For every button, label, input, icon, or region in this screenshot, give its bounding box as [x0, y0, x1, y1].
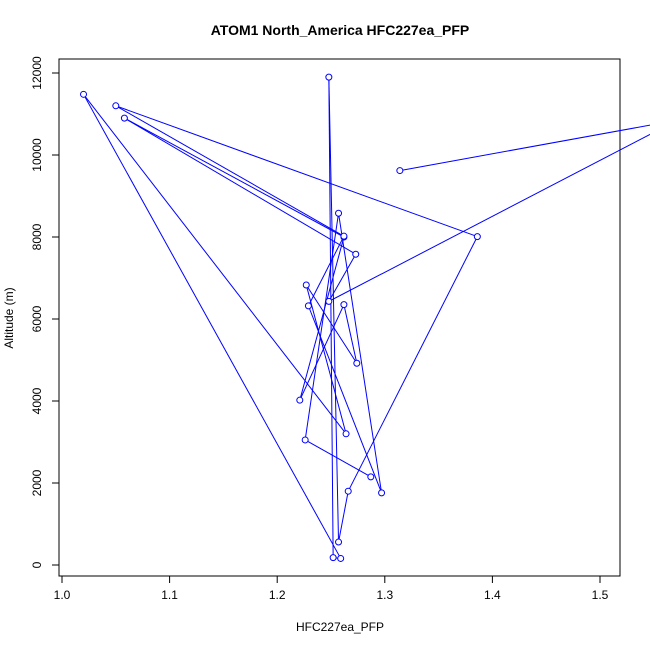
series-points: [80, 73, 481, 562]
series-segment: [115, 105, 478, 238]
y-tick-label: 0: [30, 561, 44, 568]
data-point: [120, 114, 128, 122]
data-point: [367, 473, 375, 481]
series-segment: [304, 213, 340, 441]
series-segment: [83, 94, 342, 559]
data-point: [296, 396, 304, 404]
data-point: [325, 73, 333, 81]
series-segment: [338, 491, 349, 543]
y-axis: 0 2000 4000 6000 8000 10000 12000: [30, 56, 60, 568]
x-tick-label: 1.4: [484, 588, 501, 602]
series-segment: [328, 77, 340, 543]
x-axis-label: HFC227ea_PFP: [296, 620, 384, 634]
data-point: [335, 209, 343, 217]
series-segment: [343, 304, 358, 364]
x-tick-label: 1.0: [54, 588, 71, 602]
data-point: [302, 281, 310, 289]
y-tick-label: 12000: [30, 56, 44, 90]
x-axis: 1.0 1.1 1.2 1.3 1.4 1.5: [54, 575, 609, 602]
data-point: [304, 302, 312, 310]
y-tick-label: 8000: [30, 223, 44, 250]
y-tick-label: 2000: [30, 469, 44, 496]
x-tick-label: 1.1: [161, 588, 178, 602]
data-point: [344, 487, 352, 495]
series-segment: [338, 213, 383, 493]
data-point: [325, 297, 333, 305]
series-segment: [83, 94, 347, 435]
data-point: [112, 102, 120, 110]
series-segment: [305, 284, 347, 434]
series-segment: [399, 124, 650, 172]
data-point: [80, 90, 88, 98]
data-point: [473, 233, 481, 241]
x-tick-label: 1.2: [269, 588, 286, 602]
series-segment: [124, 117, 357, 255]
data-point: [352, 250, 360, 258]
series-segment: [328, 77, 334, 558]
series-segment: [304, 439, 372, 478]
data-point: [337, 554, 345, 562]
series-segment: [347, 236, 478, 492]
y-axis-label: Altitude (m): [2, 287, 16, 348]
y-tick-label: 10000: [30, 138, 44, 172]
data-point: [396, 167, 404, 175]
series-segment: [299, 236, 345, 401]
series-segment: [328, 133, 650, 302]
series-segment: [115, 105, 345, 237]
data-point: [340, 232, 348, 240]
chart-title: ATOM1 North_America HFC227ea_PFP: [211, 22, 470, 38]
series-lines: [83, 77, 650, 559]
y-tick-label: 6000: [30, 305, 44, 332]
data-point: [301, 436, 309, 444]
data-point: [335, 538, 343, 546]
plot-frame: [58, 58, 621, 577]
data-point: [329, 554, 337, 562]
y-tick-label: 4000: [30, 387, 44, 414]
data-point: [340, 301, 348, 309]
x-tick-label: 1.3: [376, 588, 393, 602]
data-point: [378, 489, 386, 497]
series-segment: [307, 235, 345, 307]
x-tick-label: 1.5: [592, 588, 609, 602]
series-segment: [124, 117, 345, 238]
data-point: [342, 430, 350, 438]
data-point: [353, 359, 361, 367]
